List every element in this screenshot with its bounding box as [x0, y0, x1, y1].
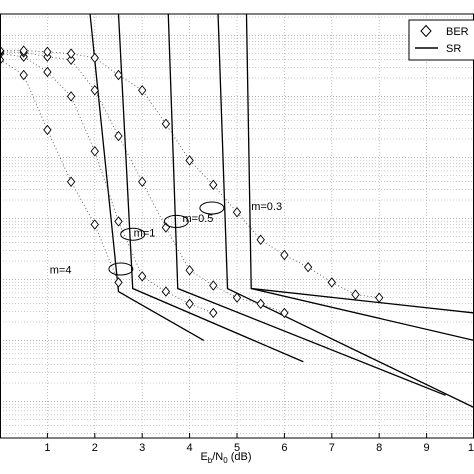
x-tick-label: 2: [92, 442, 98, 454]
x-tick-label: 5: [234, 442, 240, 454]
ber-point: [19, 69, 28, 81]
ber-point: [161, 118, 171, 130]
ber-point: [232, 292, 242, 303]
ber-point: [138, 271, 147, 282]
x-tick-label: 10: [468, 442, 474, 454]
ber-point: [19, 45, 28, 56]
legend: BER SR: [408, 19, 474, 61]
ber-point: [43, 66, 52, 78]
ber-point: [185, 155, 194, 166]
ber-point: [66, 54, 76, 65]
annotation-ellipse: [199, 201, 225, 215]
annotation-ellipse: [163, 214, 189, 228]
annotation-label: m=1: [134, 228, 156, 240]
ber-curve: [0, 50, 380, 299]
sr-line: [217, 13, 474, 409]
legend-box: [408, 19, 474, 61]
ber-point: [256, 234, 265, 245]
legend-ber-label: BER: [446, 26, 469, 38]
ber-point: [66, 48, 76, 59]
ber-point: [43, 46, 52, 58]
ber-point: [114, 277, 123, 288]
ber-point: [185, 298, 194, 310]
ber-point: [43, 124, 52, 136]
ber-point: [114, 216, 123, 227]
x-axis-label: Eb/N0 (dB): [200, 451, 251, 465]
ber-point: [138, 176, 147, 187]
ber-curve: [0, 53, 214, 314]
ber-point: [90, 219, 99, 230]
sr-line: [251, 287, 474, 342]
ber-point: [161, 286, 171, 297]
legend-sr-label: SR: [446, 43, 461, 55]
sr-line: [167, 13, 446, 396]
ber-point: [209, 179, 218, 191]
ber-curve: [0, 59, 119, 283]
annotation-label: m=0.5: [182, 213, 213, 225]
ber-point: [66, 91, 76, 102]
annotation-ellipse: [120, 227, 146, 241]
x-tick-label: 9: [424, 442, 430, 454]
annotation-label: m=0.3: [251, 201, 282, 213]
ber-point: [114, 69, 123, 81]
ber-point: [209, 307, 218, 319]
annotation-label: m=4: [50, 264, 72, 276]
x-tick-label: 1: [44, 442, 50, 454]
ber-point: [327, 277, 336, 288]
ber-point: [90, 146, 99, 157]
annotation-ellipse: [108, 262, 134, 276]
legend-ber-marker: [420, 24, 432, 38]
ber-point: [256, 298, 265, 310]
ber-point: [280, 249, 289, 261]
x-tick-label: 8: [376, 442, 382, 454]
ber-point: [351, 289, 360, 300]
ber-point: [303, 261, 313, 273]
sr-line: [89, 13, 205, 341]
x-tick-label: 7: [329, 442, 335, 454]
ber-point: [185, 265, 194, 276]
ber-point: [90, 85, 99, 96]
ber-point: [114, 130, 123, 142]
series-layer: [0, 13, 474, 409]
x-tick-label: 3: [139, 442, 145, 454]
ber-point: [232, 207, 242, 218]
ber-point: [138, 85, 147, 96]
ber-point: [66, 176, 76, 187]
ber-point: [280, 307, 289, 319]
x-tick-label: 6: [281, 442, 287, 454]
x-tick-label: 4: [187, 442, 193, 454]
annotations: m=4 m=1 m=0.5 m=0.3: [50, 201, 282, 276]
sr-line: [117, 13, 304, 363]
ber-point: [375, 292, 384, 303]
ber-point: [90, 52, 99, 64]
ber-point: [209, 280, 218, 291]
